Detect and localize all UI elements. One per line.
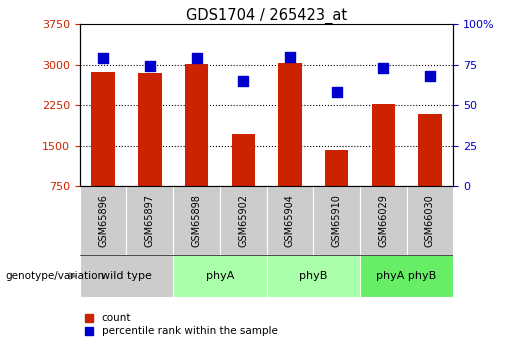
Text: GSM65898: GSM65898: [192, 194, 201, 247]
Bar: [267, 255, 360, 297]
Text: GSM65910: GSM65910: [332, 194, 341, 247]
Bar: [278, 62, 301, 186]
Text: GSM65897: GSM65897: [145, 194, 155, 247]
Bar: [418, 115, 441, 186]
Text: genotype/variation: genotype/variation: [5, 271, 104, 281]
Bar: [406, 186, 453, 255]
Point: [99, 56, 107, 61]
Bar: [267, 186, 313, 255]
Point: [426, 73, 434, 79]
Bar: [92, 72, 115, 186]
Text: GSM66030: GSM66030: [425, 195, 435, 247]
Bar: [138, 73, 162, 186]
Bar: [185, 64, 208, 186]
Bar: [371, 104, 395, 186]
Legend: count, percentile rank within the sample: count, percentile rank within the sample: [85, 313, 278, 336]
Bar: [220, 186, 267, 255]
Bar: [127, 186, 173, 255]
Text: GSM66029: GSM66029: [378, 194, 388, 247]
Bar: [173, 255, 267, 297]
Bar: [173, 186, 220, 255]
Bar: [80, 255, 173, 297]
Bar: [360, 255, 453, 297]
Text: phyB: phyB: [299, 271, 328, 281]
Bar: [325, 149, 348, 186]
Text: GSM65904: GSM65904: [285, 194, 295, 247]
Point: [239, 78, 247, 83]
Text: phyA: phyA: [205, 271, 234, 281]
Point: [146, 63, 154, 69]
Bar: [80, 186, 127, 255]
Point: [332, 89, 340, 95]
Point: [286, 54, 294, 59]
Point: [193, 56, 201, 61]
Bar: [313, 186, 360, 255]
Text: GSM65896: GSM65896: [98, 194, 108, 247]
Point: [379, 65, 387, 71]
Text: phyA phyB: phyA phyB: [376, 271, 437, 281]
Bar: [360, 186, 406, 255]
Title: GDS1704 / 265423_at: GDS1704 / 265423_at: [186, 8, 347, 24]
Bar: [232, 134, 255, 186]
Text: wild type: wild type: [101, 271, 152, 281]
Text: GSM65902: GSM65902: [238, 194, 248, 247]
